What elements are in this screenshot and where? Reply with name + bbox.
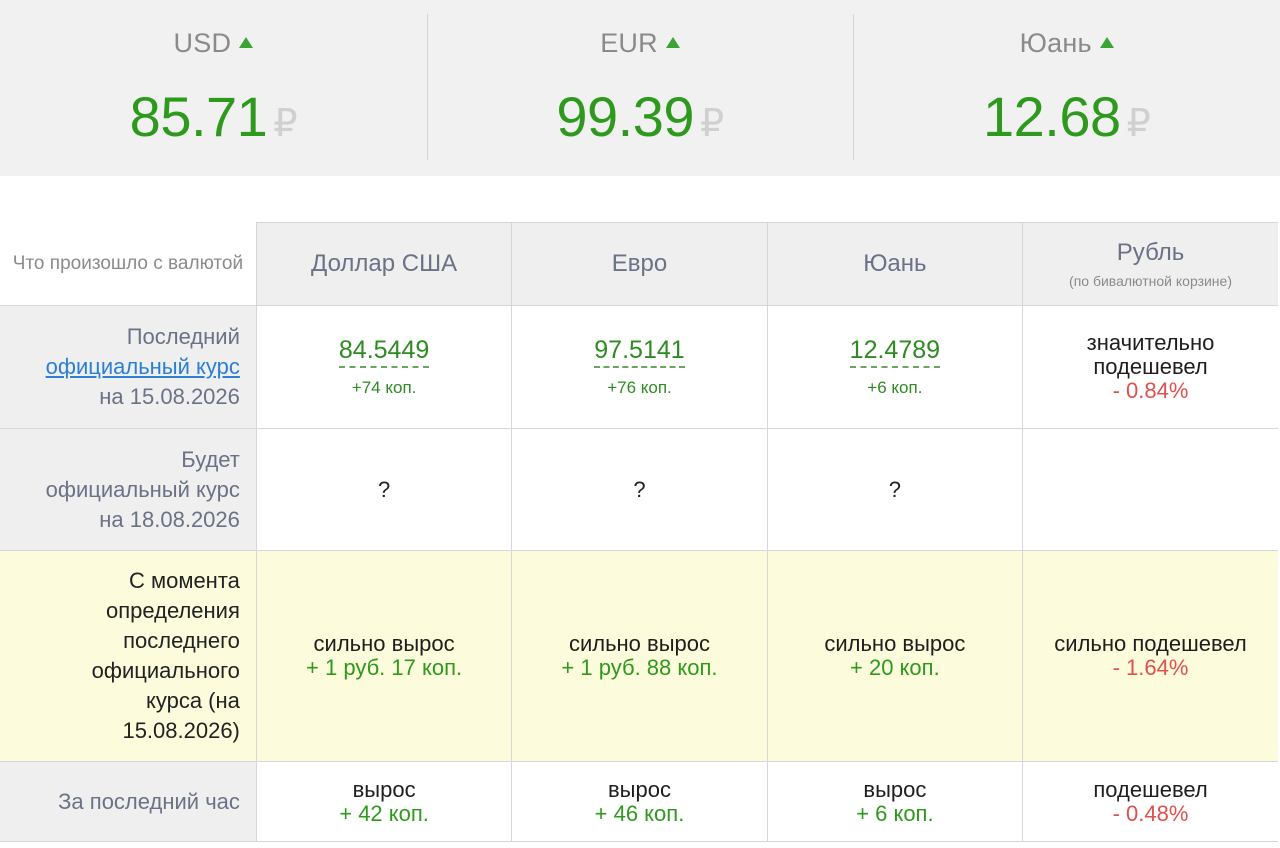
official-rate-value[interactable]: 84.5449 (338, 336, 430, 368)
future-cell-cny: ? (766, 428, 1024, 551)
table-row-since-official: С момента определения последнего официал… (0, 550, 1278, 762)
future-cell-rub (1022, 428, 1278, 551)
rate-card-cny[interactable]: Юань 12.68 ₽ (853, 0, 1280, 176)
table-row-last-hour: За последний час вырос + 42 коп. вырос +… (0, 761, 1278, 842)
table-row-official: Последний официальный курс на 15.08.2026… (0, 305, 1278, 429)
row-label-hour: За последний час (0, 761, 257, 842)
hour-cell-usd: вырос + 42 коп. (255, 761, 513, 842)
column-subtitle: (по бивалютной корзине) (1069, 273, 1232, 289)
hour-cell-cny: вырос + 6 коп. (766, 761, 1024, 842)
ruble-change: - 0.84% (1112, 378, 1189, 403)
since-cell-rub: сильно подешевел - 1.64% (1022, 550, 1278, 762)
table-header-row: Что произошло с валютой Доллар США Евро … (0, 222, 1278, 306)
hour-cell-rub: подешевел - 0.48% (1022, 761, 1278, 842)
official-cell-usd: 84.5449 +74 коп. (255, 305, 513, 429)
official-cell-eur: 97.5141 +76 коп. (511, 305, 768, 429)
row-label-official: Последний официальный курс на 15.08.2026 (0, 305, 257, 429)
ruble-sign-icon: ₽ (273, 103, 297, 145)
rate-card-eur[interactable]: EUR 99.39 ₽ (426, 0, 854, 176)
rate-value: 85.71 ₽ (129, 85, 298, 148)
column-header-eur: Евро (511, 222, 768, 306)
official-cell-cny: 12.4789 +6 коп. (766, 305, 1024, 429)
ruble-sign-icon: ₽ (1126, 103, 1151, 145)
rate-value: 99.39 ₽ (556, 85, 724, 148)
trend-up-icon (665, 37, 680, 48)
official-cell-rub: значительно подешевел - 0.84% (1022, 305, 1278, 429)
column-header-cny: Юань (766, 222, 1024, 306)
rate-code: EUR (427, 28, 854, 59)
since-cell-eur: сильно вырос + 1 руб. 88 коп. (511, 550, 768, 762)
official-rate-link[interactable]: официальный курс (45, 354, 240, 379)
trend-up-icon (239, 37, 254, 48)
official-rate-value[interactable]: 97.5141 (594, 336, 685, 368)
rate-code: USD (0, 28, 427, 59)
ruble-verdict: подешевел (1093, 354, 1208, 379)
official-rate-delta: +6 коп. (867, 378, 923, 397)
rates-header: USD 85.71 ₽ EUR 99.39 ₽ Юань 12.68 ₽ (0, 0, 1280, 176)
future-cell-usd: ? (255, 428, 513, 551)
corner-label: Что произошло с валютой (0, 222, 257, 306)
rate-code: Юань (853, 28, 1280, 59)
hour-cell-eur: вырос + 46 коп. (511, 761, 768, 842)
row-label-since: С момента определения последнего официал… (0, 550, 257, 762)
ruble-verdict: значительно (1086, 330, 1215, 355)
official-rate-delta: +76 коп. (607, 378, 672, 397)
rate-card-usd[interactable]: USD 85.71 ₽ (0, 0, 427, 176)
column-header-usd: Доллар США (255, 222, 513, 306)
future-cell-eur: ? (511, 428, 768, 551)
rate-value: 12.68 ₽ (983, 85, 1151, 148)
since-cell-cny: сильно вырос + 20 коп. (766, 550, 1024, 762)
currency-table: Что произошло с валютой Доллар США Евро … (0, 222, 1278, 842)
ruble-sign-icon: ₽ (699, 103, 724, 145)
row-label-future: Будет официальный курс на 18.08.2026 (0, 428, 257, 551)
trend-up-icon (1099, 37, 1114, 48)
table-row-future: Будет официальный курс на 18.08.2026 ? ?… (0, 428, 1278, 551)
column-header-rub: Рубль (по бивалютной корзине) (1022, 222, 1278, 306)
official-rate-value[interactable]: 12.4789 (849, 336, 941, 368)
since-cell-usd: сильно вырос + 1 руб. 17 коп. (255, 550, 513, 762)
official-rate-delta: +74 коп. (351, 378, 417, 397)
